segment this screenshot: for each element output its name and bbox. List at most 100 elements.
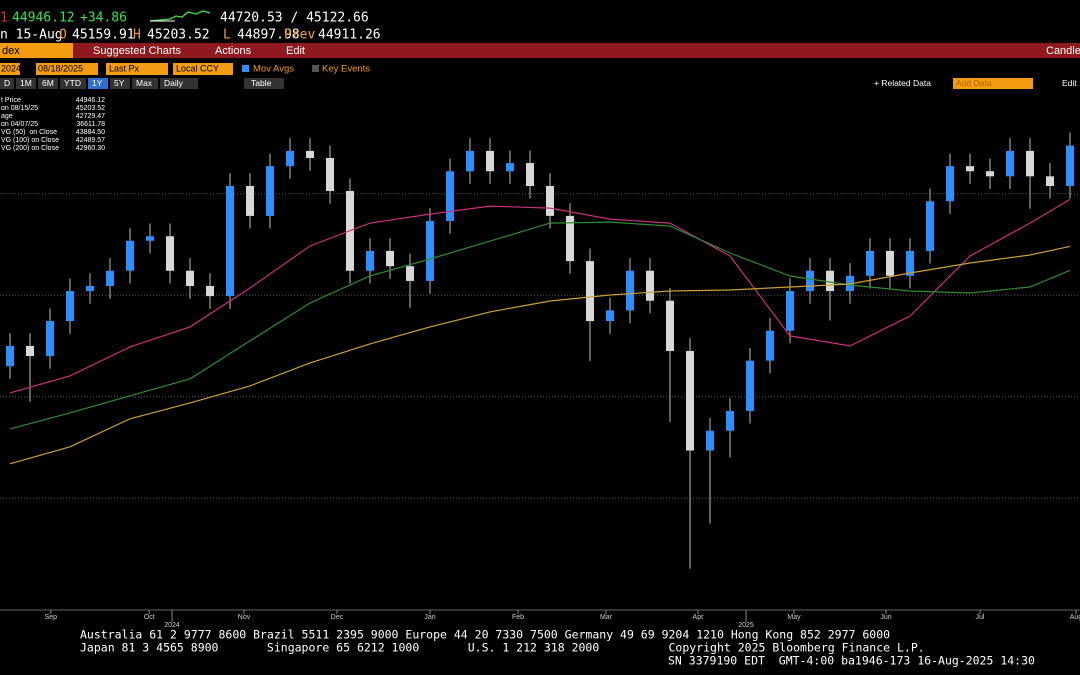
range-label: Daily [164,78,184,88]
x-tick-label: Oct [144,614,155,621]
candle-body [606,310,614,322]
menu-item[interactable]: Suggested Charts [93,45,182,57]
related-data[interactable]: + Related Data [874,78,931,88]
range-button[interactable] [0,78,14,89]
candle-body [806,270,814,292]
legend-label: VG (50) on Close [1,129,57,136]
currency-field[interactable] [173,63,233,75]
legend-value: 44946.12 [76,97,105,104]
candle-body [406,266,414,281]
candle-body [46,321,54,357]
candle-body [446,171,454,221]
candle-body [566,215,574,262]
menu-item[interactable]: Actions [215,45,252,57]
range-button[interactable] [132,78,158,89]
range-button[interactable] [160,78,198,89]
range-button[interactable] [38,78,58,89]
key-events[interactable]: Key Events [322,64,370,75]
candle-body [666,300,674,351]
candle-body [726,410,734,431]
candle-body [1046,176,1054,186]
candle-body [126,240,134,271]
day-range: 44720.53 / 45122.66 [220,11,369,26]
year-label: 2025 [738,622,754,629]
candle-body [386,250,394,267]
candle-body [146,236,154,241]
low-value: 44897.98 [237,28,300,43]
candle-body [906,250,914,276]
range-button[interactable] [110,78,130,89]
candle-body [546,185,554,216]
candle-body [586,261,594,322]
candle-body [526,163,534,186]
end-date: 08/18/2025 [38,63,83,73]
x-tick-label: Sep [45,614,58,621]
chart-type[interactable]: Candle [1046,45,1080,57]
menu-item[interactable]: Edit [286,45,305,57]
candle-body [626,270,634,311]
candle-body [86,285,94,292]
candle-body [326,158,334,192]
security-text: dex [2,45,20,57]
x-tick-label: Jul [976,614,985,621]
open-value: 45159.91 [72,28,135,43]
range-label: 1Y [92,78,103,88]
candle-body [6,345,14,367]
x-tick-label: Jan [424,614,435,621]
range-label: D [4,78,10,88]
candle-body [926,201,934,251]
start-date-field[interactable] [0,63,20,75]
legend-value: 42960.30 [76,145,105,152]
legend-value: 42729.47 [76,113,105,120]
add-data: Add Data [956,78,992,88]
candle-body [686,351,694,451]
high-value: 45203.52 [147,28,210,43]
last-price: 44946.12 [12,11,75,26]
legend-value: 45203.52 [76,105,105,112]
range-button[interactable] [88,78,108,89]
x-tick-label: Nov [238,614,251,621]
table-label: Table [251,78,272,88]
edit-button[interactable]: Edit [1062,78,1077,88]
range-label: YTD [64,78,81,88]
moving-average [9,245,1071,465]
candle-body [166,236,174,271]
x-tick-label: Mar [600,614,613,621]
x-tick-label: Aug [1070,614,1080,621]
range-label: Max [136,78,153,88]
prev-value: 44911.26 [318,28,381,43]
end-date-field[interactable] [36,63,98,75]
add-data-field[interactable] [953,78,1033,89]
ticker-fragment: 1 [0,11,8,26]
candle-body [946,166,954,202]
moving-average [9,221,1071,430]
mov-avgs-checkbox[interactable] [242,65,249,72]
footer-line: SN 3379190 EDT GMT-4:00 ba1946-173 16-Au… [668,654,1035,668]
x-tick-label: May [787,614,801,621]
footer-line: Japan 81 3 4565 8900 Singapore 65 6212 1… [80,641,925,655]
candle-body [1006,150,1014,177]
legend-panel: t Price 44946.12 on 08/15/25 45203.52 age 427… [0,94,108,154]
x-tick-label: Dec [331,614,344,621]
moving-average [9,198,1071,394]
candle-body [966,166,974,172]
legend-label: VG (100) on Close [1,137,59,144]
security-field[interactable] [0,43,73,58]
x-tick-label: Jun [880,614,891,621]
footer-line: Australia 61 2 9777 8600 Brazil 5511 239… [80,628,890,642]
candle-body [1066,145,1074,186]
currency: Local CCY [176,63,219,73]
candle-body [206,285,214,297]
range-button[interactable] [60,78,86,89]
legend-label: on 04/07/25 [1,121,38,128]
price-field[interactable] [106,63,168,75]
candle-body [246,185,254,216]
key-events-checkbox[interactable] [312,65,319,72]
table-button[interactable] [244,78,284,89]
legend-label: age [1,113,13,120]
mov-avgs[interactable]: Mov Avgs [253,64,294,75]
legend-value: 43884.50 [76,129,105,136]
range-button[interactable] [16,78,36,89]
